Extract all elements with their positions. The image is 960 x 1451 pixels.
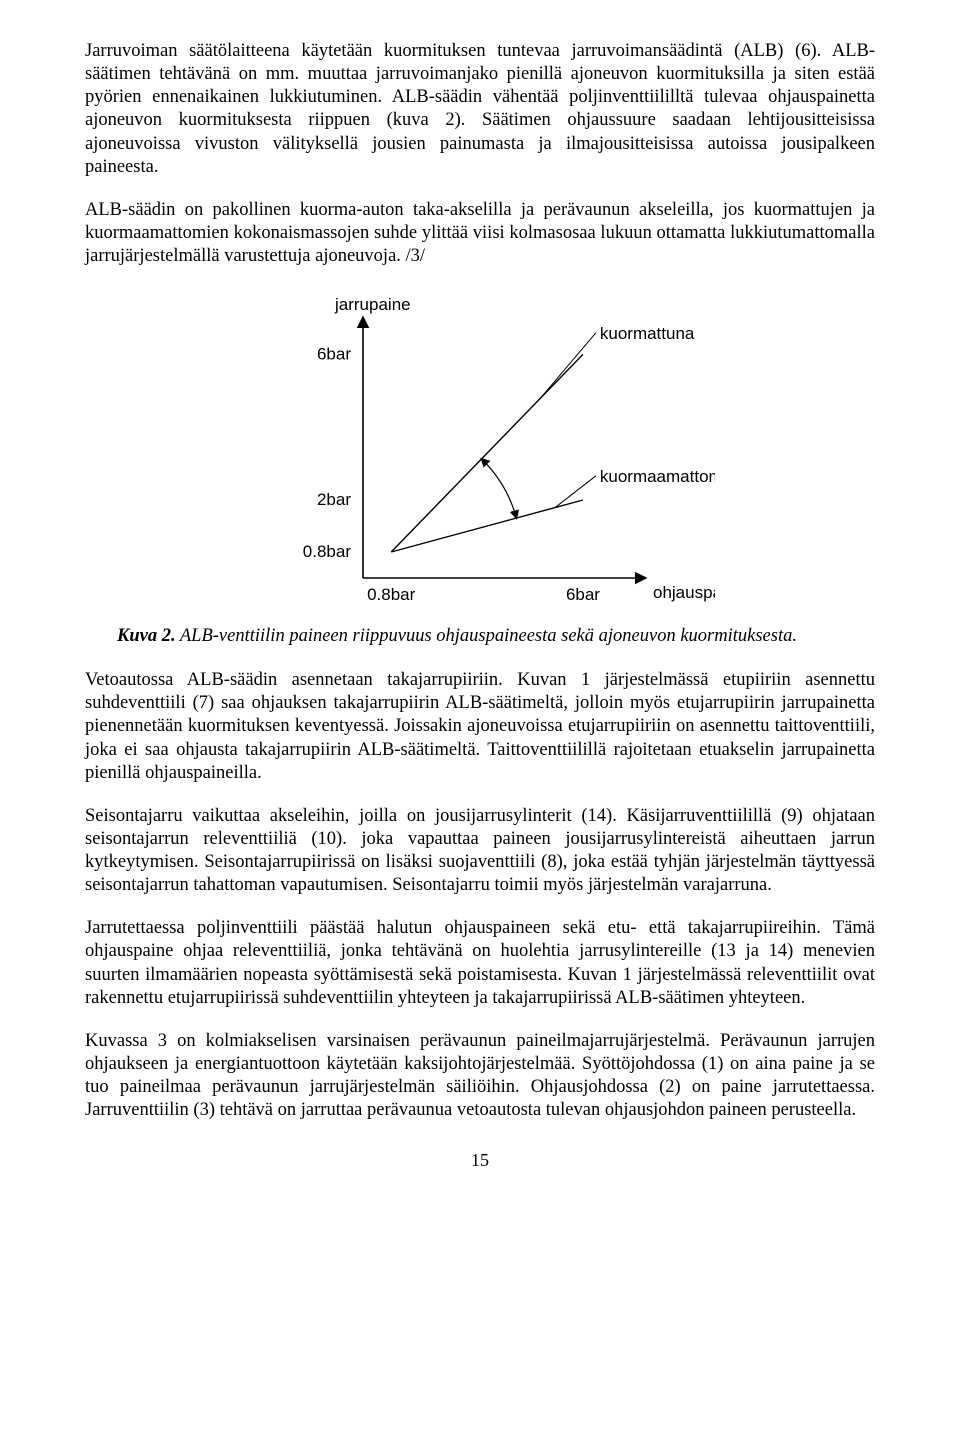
paragraph-3: Vetoautossa ALB-säädin asennetaan takaja…	[85, 669, 875, 785]
svg-text:kuormaamattomana: kuormaamattomana	[600, 467, 715, 486]
caption-rest: ALB-venttiilin paineen riippuvuus ohjaus…	[176, 626, 797, 646]
svg-text:6bar: 6bar	[566, 585, 600, 604]
svg-text:2bar: 2bar	[317, 490, 351, 509]
svg-text:0.8bar: 0.8bar	[367, 585, 416, 604]
document-page: Jarruvoiman säätölaitteena käytetään kuo…	[0, 0, 960, 1211]
figure-2-container: jarrupaine ohjauspaine 0.8bar 2bar 6bar 0.8ba…	[85, 288, 875, 618]
page-number: 15	[85, 1150, 875, 1171]
svg-text:kuormattuna: kuormattuna	[600, 324, 695, 343]
caption-lead: Kuva 2.	[117, 626, 176, 646]
svg-text:jarrupaine: jarrupaine	[334, 295, 411, 314]
figure-2-chart: jarrupaine ohjauspaine 0.8bar 2bar 6bar 0.8ba…	[245, 288, 715, 618]
paragraph-2: ALB-säädin on pakollinen kuorma-auton ta…	[85, 199, 875, 268]
paragraph-6: Kuvassa 3 on kolmiakselisen varsinaisen …	[85, 1030, 875, 1123]
figure-2-caption: Kuva 2. ALB-venttiilin paineen riippuvuu…	[117, 626, 875, 647]
svg-text:0.8bar: 0.8bar	[303, 542, 352, 561]
paragraph-4: Seisontajarru vaikuttaa akseleihin, joil…	[85, 805, 875, 898]
paragraph-5: Jarrutettaessa poljinventtiili päästää h…	[85, 917, 875, 1010]
svg-text:ohjauspaine: ohjauspaine	[653, 583, 715, 602]
paragraph-1: Jarruvoiman säätölaitteena käytetään kuo…	[85, 40, 875, 179]
svg-text:6bar: 6bar	[317, 345, 351, 364]
